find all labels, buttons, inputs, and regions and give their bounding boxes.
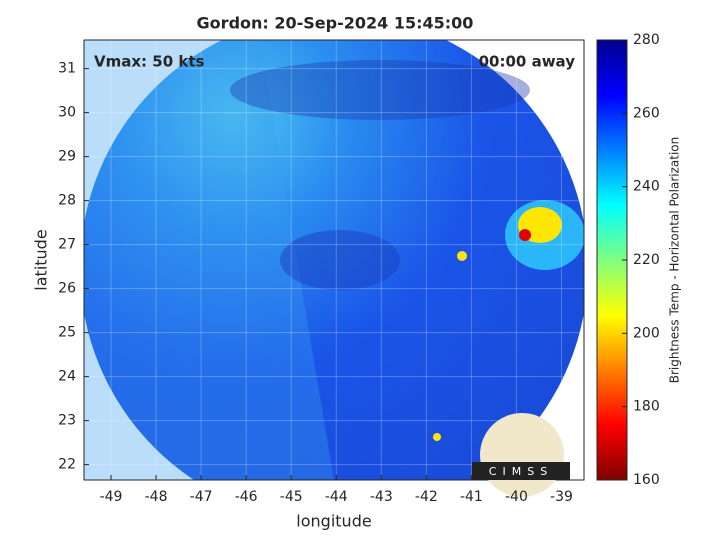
x-tick-label: -46 — [235, 489, 258, 505]
x-tick-label: -47 — [190, 489, 213, 505]
y-tick-label: 31 — [58, 61, 76, 77]
colorbar-tick-label: 260 — [633, 105, 660, 121]
y-tick-label: 24 — [58, 369, 76, 385]
annotation: 00:00 away — [479, 53, 576, 71]
y-tick-label: 29 — [58, 149, 76, 165]
x-tick-label: -45 — [280, 489, 303, 505]
y-tick-label: 23 — [58, 413, 76, 429]
x-tick-label: -41 — [460, 489, 483, 505]
y-tick-label: 26 — [58, 281, 76, 297]
chart-title: Gordon: 20-Sep-2024 15:45:00 — [197, 14, 474, 33]
axes-frame — [83, 39, 585, 481]
colorbar-tick-label: 180 — [633, 399, 660, 415]
x-tick-label: -39 — [550, 489, 573, 505]
colorbar-label: Brightness Temp - Horizontal Polarizatio… — [668, 137, 682, 384]
logo-text: CIMSS — [489, 465, 553, 478]
x-tick-label: -44 — [325, 489, 348, 505]
colorbar-tick-label: 220 — [633, 252, 660, 268]
logo: CIMSS — [472, 413, 570, 497]
x-axis-label: longitude — [296, 512, 371, 531]
y-tick-label: 27 — [58, 237, 76, 253]
y-tick-label: 25 — [58, 325, 76, 341]
colorbar-tick-label: 200 — [633, 325, 660, 341]
colorbar-tick-label: 240 — [633, 179, 660, 195]
y-tick-label: 22 — [58, 457, 76, 473]
y-tick-label: 30 — [58, 105, 76, 121]
x-tick-label: -43 — [370, 489, 393, 505]
colorbar-tick-label: 160 — [633, 472, 660, 488]
y-tick-label: 28 — [58, 193, 76, 209]
x-tick-label: -40 — [505, 489, 528, 505]
x-tick-label: -42 — [415, 489, 438, 505]
y-axis-label: latitude — [32, 229, 51, 290]
x-tick-label: -49 — [100, 489, 123, 505]
imagery — [84, 40, 584, 480]
colorbar-tick-label: 280 — [633, 32, 660, 48]
annotation: Vmax: 50 kts — [94, 53, 204, 71]
x-tick-label: -48 — [145, 489, 168, 505]
